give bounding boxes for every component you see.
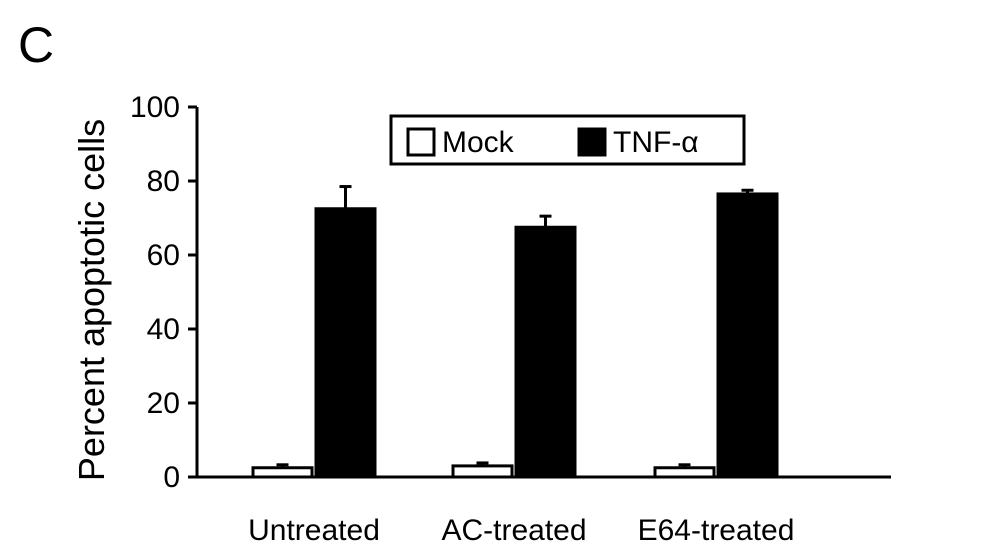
bars-group [251,185,779,479]
bar-mock-ac-treated [451,464,514,479]
category-label-untreated: Untreated [248,514,380,547]
bar-tnf-untreated [314,207,377,479]
legend-label-tnf: TNF-α [613,126,699,159]
y-tick-label: 80 [147,165,180,198]
legend-swatch-mock [406,127,436,157]
y-axis-label: Percent apoptotic cells [71,119,112,481]
legend-label-mock: Mock [442,126,515,159]
bar-mock-untreated [251,466,314,479]
legend-swatch-tnf [577,127,607,157]
category-label-ac-treated: AC-treated [441,514,586,547]
y-tick-label: 40 [147,313,180,346]
bar-tnf-ac-treated [514,225,577,479]
legend-box [389,114,746,166]
y-tick-label: 60 [147,239,180,272]
y-tick-label: 0 [163,461,180,494]
category-labels: Untreated AC-treated E64-treated [248,514,794,547]
category-label-e64-treated: E64-treated [638,514,795,547]
bar-tnf-e64-treated [716,192,779,479]
y-ticks: 0 20 40 60 80 100 [130,91,197,494]
panel-label: C [18,17,54,73]
legend: Mock TNF-α [389,114,746,166]
y-tick-label: 100 [130,91,180,124]
bar-mock-e64-treated [653,466,716,479]
y-tick-label: 20 [147,387,180,420]
